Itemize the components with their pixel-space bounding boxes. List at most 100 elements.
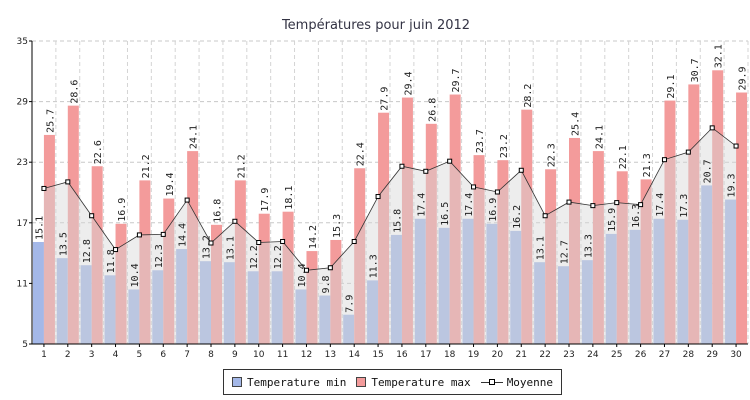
bar-max: [282, 211, 294, 344]
chart-title: Températures pour juin 2012: [281, 18, 470, 33]
x-tick-label: 1: [41, 350, 47, 360]
bar-min: [200, 261, 211, 344]
legend: Temperature min Temperature max Moyenne: [223, 369, 563, 395]
data-label-min: 16.5: [440, 202, 451, 226]
bar-min: [510, 230, 522, 344]
bar-min: [176, 249, 188, 344]
x-tick-label: 17: [420, 350, 431, 360]
bar-min: [558, 266, 569, 344]
x-tick-label: 21: [516, 350, 527, 360]
bar-min: [534, 262, 546, 344]
average-marker: [41, 185, 47, 191]
data-label-max: 22.3: [547, 143, 558, 167]
bar-max: [736, 92, 748, 344]
bar-max: [545, 169, 557, 344]
x-tick-label: 29: [706, 350, 718, 360]
x-tick-label: 2: [65, 350, 71, 360]
x-tick-label: 19: [468, 350, 480, 360]
x-tick-label: 23: [563, 350, 574, 360]
data-label-min: 12.2: [249, 245, 260, 269]
x-tick-label: 9: [232, 350, 238, 360]
bar-max: [163, 198, 175, 344]
data-label-max: 32.1: [714, 44, 725, 68]
average-marker: [208, 240, 214, 246]
x-tick-label: 13: [325, 350, 336, 360]
grid: [31, 40, 749, 345]
data-label-min: 17.4: [464, 193, 475, 217]
bar-max: [211, 224, 222, 344]
bar-max: [354, 168, 366, 344]
data-label-min: 15.1: [34, 216, 45, 240]
average-marker: [542, 213, 548, 219]
x-tick-label: 22: [539, 350, 550, 360]
bar-max: [139, 180, 151, 344]
data-label-max: 27.9: [380, 87, 391, 111]
data-label-max: 24.1: [189, 125, 200, 149]
average-marker: [399, 163, 405, 169]
data-label-min: 15.8: [392, 209, 403, 233]
data-label-min: 12.7: [560, 240, 571, 264]
data-label-min: 16.9: [488, 198, 499, 222]
x-tick-label: 30: [730, 350, 742, 360]
bar-min: [152, 270, 164, 344]
data-label-max: 21.2: [236, 154, 247, 178]
data-label-max: 19.4: [165, 172, 176, 196]
average-marker: [685, 149, 691, 155]
bar-max: [187, 151, 199, 344]
legend-item-average: Moyenne: [480, 375, 554, 389]
average-marker: [280, 238, 286, 244]
average-marker: [232, 218, 238, 224]
data-label-min: 13.3: [583, 234, 594, 258]
x-tick-label: 10: [253, 350, 265, 360]
data-label-max: 18.1: [284, 186, 295, 210]
x-tick-label: 11: [277, 350, 288, 360]
bar-max: [67, 105, 79, 344]
data-label-min: 13.2: [202, 235, 213, 259]
average-marker: [709, 125, 715, 131]
bar-min: [223, 262, 235, 344]
average-marker: [566, 199, 572, 205]
data-label-max: 16.8: [213, 199, 224, 223]
data-label-min: 13.5: [58, 232, 69, 256]
data-label-max: 22.4: [356, 142, 367, 166]
y-tick-label: 11: [17, 279, 28, 289]
bar-max: [91, 166, 103, 344]
data-label-min: 17.4: [655, 193, 666, 217]
bar-max: [688, 84, 700, 345]
legend-swatch-min: [232, 377, 242, 387]
data-label-max: 30.7: [690, 58, 701, 82]
data-label-min: 17.3: [679, 194, 690, 218]
legend-label-average: Moyenne: [506, 375, 554, 389]
bar-min: [128, 289, 140, 344]
data-label-max: 14.2: [308, 225, 319, 249]
bar-min: [581, 260, 593, 344]
average-marker: [733, 143, 739, 149]
data-label-max: 22.6: [93, 140, 104, 164]
x-tick-label: 12: [301, 350, 312, 360]
legend-marker-average: [480, 377, 503, 387]
data-label-max: 17.9: [260, 188, 271, 212]
legend-label-min: Temperature min: [247, 375, 347, 389]
data-label-min: 7.9: [345, 295, 356, 313]
bar-min: [80, 265, 92, 344]
average-marker: [661, 157, 667, 163]
average-area: [43, 127, 737, 344]
x-tick-label: 18: [444, 350, 456, 360]
bar-min: [701, 185, 713, 344]
x-tick-label: 3: [89, 350, 95, 360]
average-marker: [327, 265, 333, 271]
x-tick-label: 4: [113, 350, 119, 360]
x-tick-label: 25: [611, 350, 622, 360]
data-label-min: 12.3: [154, 244, 165, 268]
bar-min: [319, 295, 331, 344]
bars: [32, 70, 748, 345]
bar-max: [258, 213, 270, 344]
bar-min: [247, 271, 259, 344]
data-label-min: 15.9: [607, 208, 618, 232]
bar-max: [378, 112, 390, 345]
bar-min: [295, 289, 307, 344]
data-label-max: 26.8: [427, 98, 438, 122]
bar-min: [605, 233, 617, 344]
